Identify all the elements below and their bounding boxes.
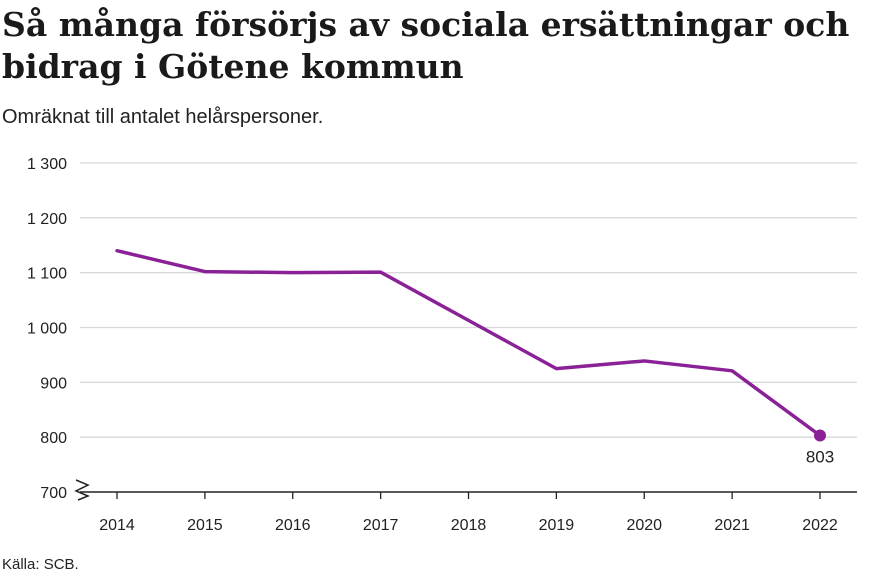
x-tick-label: 2014: [99, 517, 135, 534]
gridlines: [80, 162, 857, 438]
end-point-label: 803: [806, 448, 834, 467]
x-axis: 2014 2015 2016 2017 2018 2019 2020 2021 2022: [74, 479, 857, 534]
x-tick-label: 2022: [802, 517, 838, 534]
y-tick-label: 700: [40, 485, 67, 502]
x-tick-label: 2016: [275, 517, 311, 534]
x-tick-label: 2017: [363, 517, 399, 534]
y-tick-label: 800: [40, 430, 67, 447]
x-tick-label: 2018: [451, 517, 487, 534]
x-tick-label: 2020: [626, 517, 662, 534]
chart-subtitle: Omräknat till antalet helårspersoner.: [2, 106, 324, 128]
series: 803: [115, 248, 834, 467]
x-tick-label: 2015: [187, 517, 223, 534]
y-tick-label: 900: [40, 375, 67, 392]
source-note: Källa: SCB.: [2, 556, 79, 573]
x-tick-label: 2019: [539, 517, 575, 534]
y-tick-label: 1 300: [27, 156, 67, 173]
axis-break-icon: [74, 479, 90, 501]
y-tick-label: 1 000: [27, 321, 67, 338]
x-tick-label: 2021: [714, 517, 750, 534]
y-tick-label: 1 200: [27, 211, 67, 228]
end-point-marker: [814, 429, 826, 442]
series-line: [115, 248, 822, 438]
y-axis-labels: 700 800 900 1 000 1 100 1 200 1 300: [27, 156, 67, 502]
chart-title: Så många försörjs av sociala ersättninga…: [2, 5, 850, 86]
y-tick-label: 1 100: [27, 266, 67, 283]
